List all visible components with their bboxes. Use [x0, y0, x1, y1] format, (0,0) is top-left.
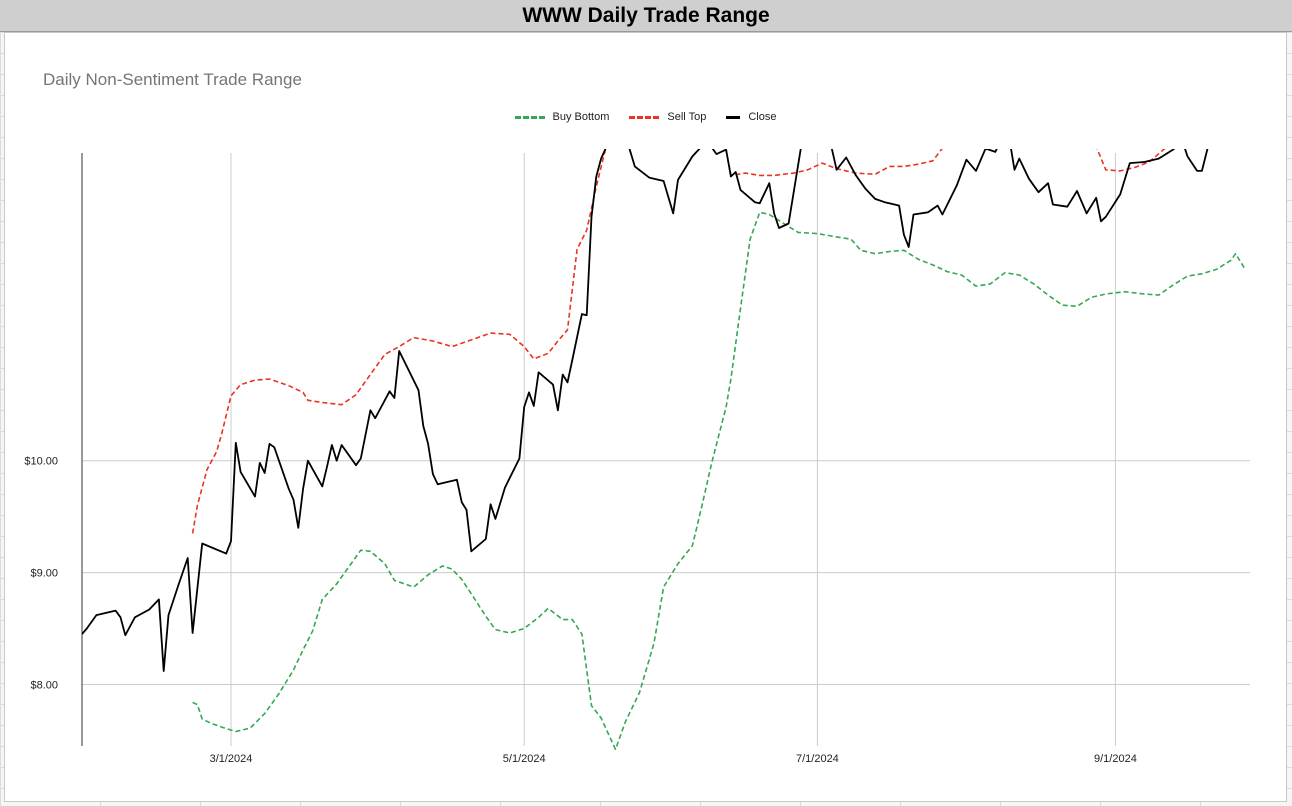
legend-item-buy-bottom: Buy Bottom [514, 111, 610, 123]
legend-swatch-sell-top [629, 115, 660, 119]
chart-panel[interactable]: Daily Non-Sentiment Trade Range Buy Bott… [4, 32, 1287, 802]
series-line-close [82, 149, 1209, 672]
sheet-title: WWW Daily Trade Range [522, 3, 770, 27]
y-tick-label: $10.00 [24, 456, 58, 468]
series-line-buy-bottom [192, 211, 1246, 750]
sheet-title-bar: WWW Daily Trade Range [0, 0, 1292, 32]
legend-label-buy-bottom: Buy Bottom [552, 111, 610, 123]
chart-title: Daily Non-Sentiment Trade Range [43, 70, 302, 89]
legend-item-sell-top: Sell Top [629, 111, 706, 123]
x-tick-label: 7/1/2024 [796, 753, 839, 765]
chart-plot-area: $8.00 $9.00 $10.00 3/1/2024 5/1/2024 7/1/2024… [24, 149, 1250, 765]
legend-swatch-buy-bottom [514, 115, 545, 119]
legend-swatch-close [726, 115, 741, 119]
x-tick-label: 5/1/2024 [503, 753, 546, 765]
legend-label-sell-top: Sell Top [667, 111, 707, 123]
legend-label-close: Close [748, 111, 777, 123]
y-tick-label: $8.00 [30, 679, 58, 691]
legend-item-close: Close [726, 111, 776, 123]
series-line-sell-top [191, 149, 1166, 534]
x-tick-label: 3/1/2024 [210, 753, 253, 765]
y-tick-label: $9.00 [30, 568, 58, 580]
chart-legend: Buy Bottom Sell Top Close [5, 111, 1286, 123]
x-tick-label: 9/1/2024 [1094, 753, 1137, 765]
